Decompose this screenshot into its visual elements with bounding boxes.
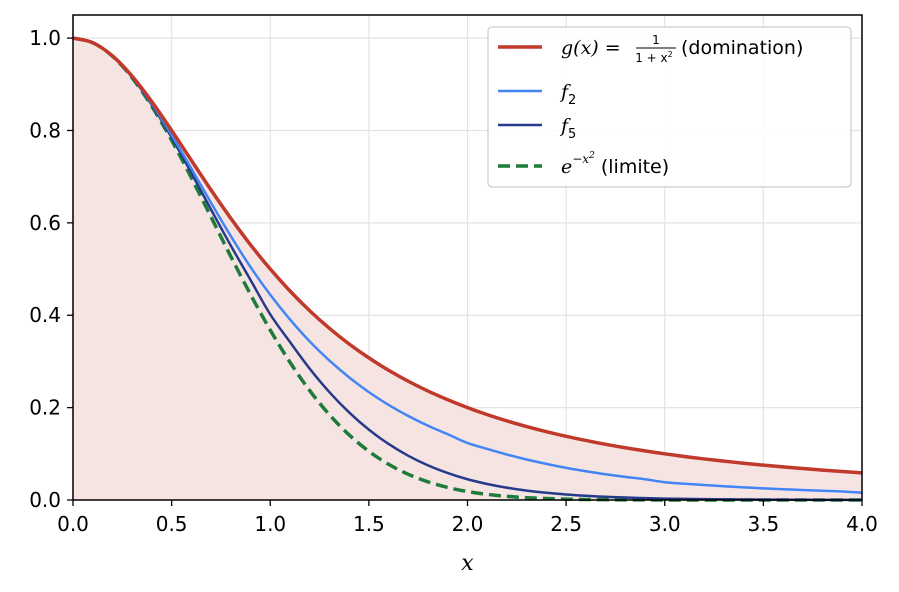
- legend-fraction-numerator: 1: [652, 33, 660, 47]
- series-line-g: [72, 36, 863, 475]
- legend-label-g: g(x) =: [561, 37, 621, 59]
- x-tick-label: 3.5: [747, 512, 779, 536]
- x-tick-label: 0.5: [156, 512, 188, 536]
- legend-box: [487, 26, 852, 188]
- shaded-area-layer: [73, 38, 862, 500]
- y-tick-label: 0.6: [29, 211, 61, 235]
- legend-label-f5: f5: [559, 115, 576, 142]
- x-tick-label: 2.0: [452, 512, 484, 536]
- series-line-f2: [72, 36, 863, 494]
- y-tick-label: 0.4: [29, 303, 61, 327]
- x-tick-label: 1.0: [254, 512, 286, 536]
- x-tick-label: 0.0: [57, 512, 89, 536]
- x-tick-label: 4.0: [846, 512, 878, 536]
- legend-fraction-denominator: 1 + x2: [635, 50, 673, 65]
- legend-label-g-suffix: (domination): [681, 37, 803, 59]
- domination-shaded-area: [73, 38, 862, 500]
- legend-label-f2: f2: [559, 81, 576, 108]
- y-tick-label: 0.2: [29, 396, 61, 420]
- x-tick-label: 1.5: [353, 512, 385, 536]
- y-tick-label: 0.0: [29, 488, 61, 512]
- x-axis-title: x: [461, 551, 474, 576]
- legend-label-limit: e−x2 (limite): [561, 151, 669, 178]
- legend: g(x) = 1 1 + x2 (domination) f2 f5 e−x2 (lim…: [487, 26, 852, 188]
- axis-ticks: 0.0 0.5 1.0 1.5 2.0 2.5 3.0 3.5 4.0 0.0 0.2 0.4 0.6 0…: [29, 26, 878, 536]
- y-tick-label: 0.8: [29, 118, 61, 142]
- y-tick-label: 1.0: [29, 26, 61, 50]
- x-tick-label: 3.0: [649, 512, 681, 536]
- x-tick-label: 2.5: [550, 512, 582, 536]
